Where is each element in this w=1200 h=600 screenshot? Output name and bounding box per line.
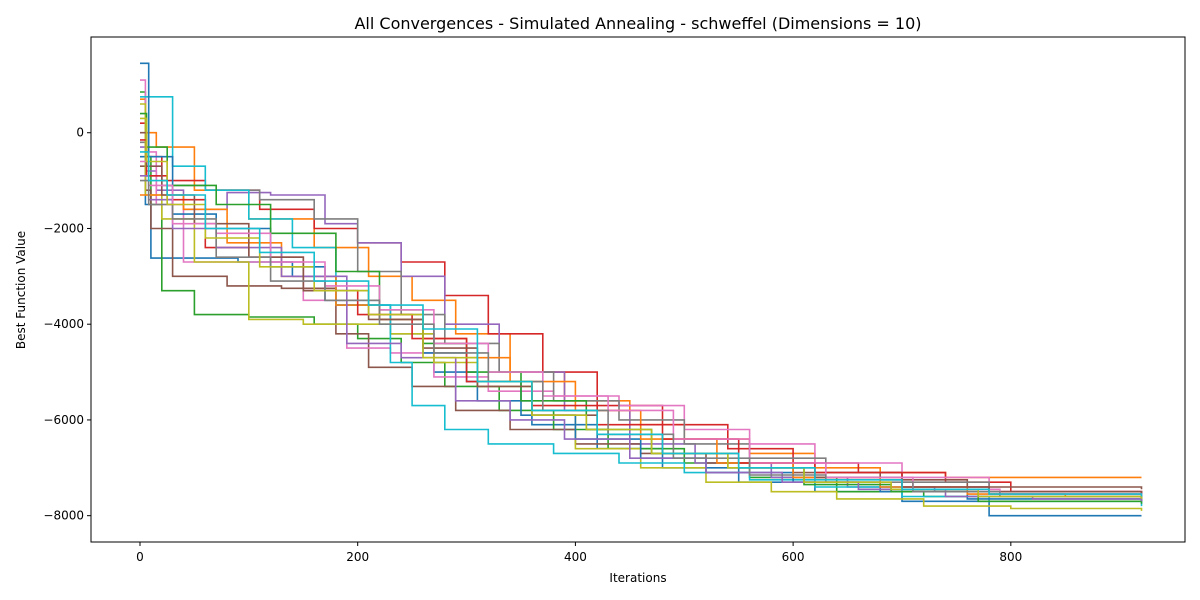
plot-frame <box>90 36 1186 543</box>
y-tick-label: −8000 <box>43 509 84 523</box>
x-tick-label: 0 <box>136 550 144 564</box>
x-tick-label: 800 <box>999 550 1022 564</box>
x-tick-label: 200 <box>346 550 369 564</box>
chart-title: All Convergences - Simulated Annealing -… <box>354 14 921 33</box>
y-axis-ticks: −8000 −6000 −4000 −2000 0 <box>43 126 91 523</box>
series-layer <box>140 62 1143 517</box>
x-axis-label: Iterations <box>609 571 666 585</box>
x-axis-ticks: 0 200 400 600 800 <box>136 542 1022 564</box>
y-tick-label: −2000 <box>43 221 84 235</box>
y-axis-label: Best Function Value <box>14 231 28 349</box>
y-tick-label: 0 <box>76 126 84 140</box>
y-tick-label: −4000 <box>43 317 84 331</box>
series-line-7 <box>140 79 1143 502</box>
y-tick-label: −6000 <box>43 413 84 427</box>
x-tick-label: 600 <box>782 550 805 564</box>
x-tick-label: 400 <box>564 550 587 564</box>
series-line-10 <box>140 96 1143 507</box>
series-line-20 <box>140 151 1143 497</box>
